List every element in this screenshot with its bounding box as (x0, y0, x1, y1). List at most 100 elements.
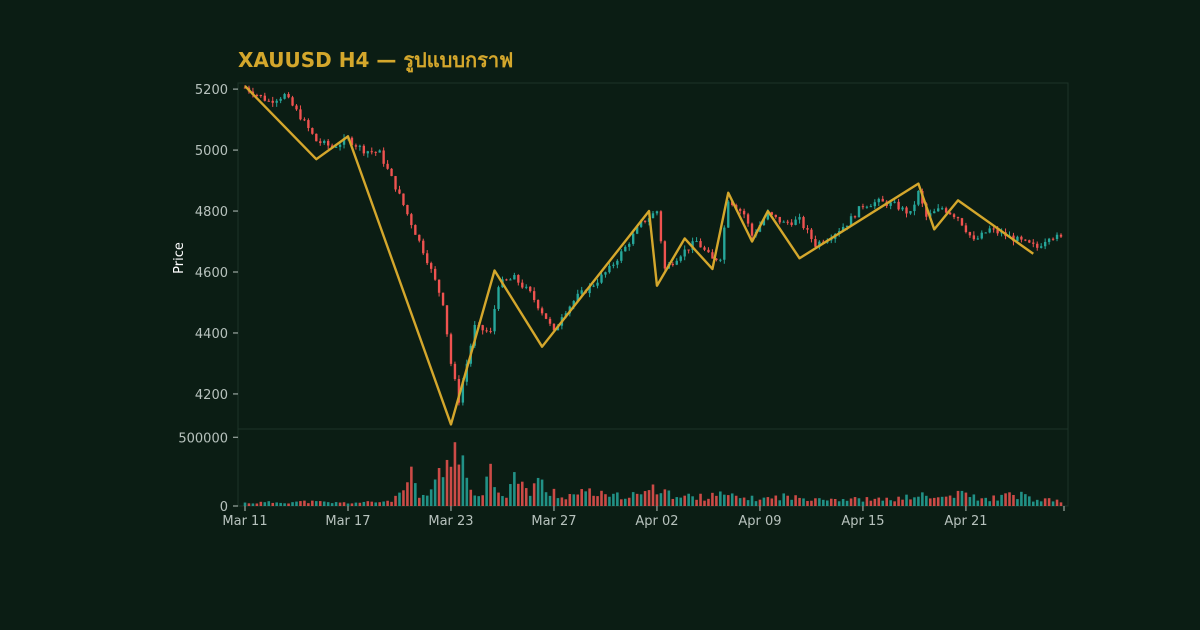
volume-bar (259, 501, 263, 506)
candle-body (338, 144, 342, 147)
volume-bar (711, 492, 714, 506)
volume-bar (350, 503, 354, 506)
candle-body (433, 268, 437, 280)
candle-body (291, 97, 294, 106)
volume-bar (675, 497, 679, 506)
candle-body (699, 241, 702, 248)
pattern-line (244, 85, 1034, 426)
candle-body (1020, 236, 1023, 240)
volume-bar (287, 503, 290, 506)
chart-title: XAUUSD H4 — รูปแบบกราฟ (238, 48, 514, 72)
candle-body (857, 206, 861, 218)
candle-body (984, 232, 987, 234)
candle-body (639, 220, 643, 227)
volume-bar (402, 490, 405, 506)
candle-body (715, 258, 718, 260)
candle-body (992, 228, 995, 230)
volume-bar (513, 472, 516, 506)
candle-body (628, 243, 631, 247)
price-tick-label: 4600 (195, 266, 228, 281)
candle-body (299, 109, 302, 120)
volume-bar (358, 502, 362, 506)
candle-body (243, 87, 247, 89)
volume-bar (996, 500, 999, 506)
candle-body (271, 100, 274, 103)
volume-bar (524, 488, 528, 506)
price-tick-label: 4800 (195, 205, 228, 220)
candle-body (770, 212, 774, 215)
candle-body (802, 217, 805, 229)
volume-bar (398, 492, 401, 506)
volume-bar (473, 495, 477, 506)
candle-body (390, 168, 393, 177)
candle-body (572, 301, 575, 307)
volume-bar (889, 500, 892, 506)
candle-body (873, 202, 877, 207)
volume-bar (691, 496, 694, 506)
volume-bar (913, 497, 916, 506)
volume-bar (564, 499, 568, 506)
candle-body (334, 146, 338, 148)
candle-body (453, 363, 457, 380)
volume-bar (623, 498, 627, 506)
volume-bar (346, 503, 350, 506)
volume-bar (841, 499, 845, 506)
candle-body (794, 219, 797, 225)
pattern (244, 85, 1034, 426)
candle-body (762, 219, 766, 226)
candle-body (972, 235, 976, 240)
candle-body (525, 286, 528, 288)
candle-body (964, 225, 968, 233)
volume-bar (881, 500, 885, 506)
volume-bar (988, 501, 991, 506)
volume-bar (469, 489, 473, 506)
candle-body (806, 228, 809, 230)
candle-body (683, 249, 686, 257)
candle-body (449, 334, 453, 364)
volume-bar (972, 494, 976, 506)
candle-body (881, 198, 884, 202)
volume-bar (303, 500, 306, 506)
volume-bar (370, 501, 374, 506)
candle-body (445, 305, 449, 335)
volume-bar (964, 492, 968, 506)
candle-body (774, 214, 777, 217)
date-tick-label: Apr 15 (841, 514, 884, 529)
volume-bar (631, 492, 635, 506)
volume-bar (449, 466, 453, 506)
volume-bar (627, 497, 631, 506)
candle-body (362, 145, 366, 154)
candle-body (944, 208, 948, 213)
candle-body (588, 285, 591, 294)
volume-bar (679, 497, 683, 506)
candle-body (303, 119, 306, 121)
volume-bar (560, 497, 564, 506)
candle-body (616, 260, 619, 265)
volume-bar (687, 493, 690, 506)
volume-bar (1031, 501, 1035, 506)
volume-bar (734, 495, 738, 506)
volume-bar (481, 495, 484, 506)
candle-body (354, 145, 358, 147)
volume-bar (659, 493, 663, 506)
candle-body (426, 253, 429, 264)
volume-bar (1004, 493, 1007, 506)
candle-body (414, 225, 417, 235)
candle-body (311, 128, 314, 134)
volume-bar (338, 502, 342, 506)
volume-bar (703, 500, 706, 506)
volume-bar (437, 468, 441, 506)
volume-bar (806, 500, 809, 506)
candle-body (366, 151, 369, 154)
candle-body (457, 379, 461, 403)
volume-bar (905, 494, 908, 506)
price-tick-label: 4200 (195, 388, 228, 403)
volume-bar (671, 498, 675, 506)
candle-body (798, 217, 801, 220)
candle-body (255, 94, 259, 96)
volume-bar (833, 498, 837, 506)
candle-body (742, 210, 746, 215)
candle-body (1051, 238, 1055, 240)
date-axis: Mar 11 Mar 17 Mar 23 Mar 27 Apr 02 Apr 09 Apr … (222, 506, 1065, 529)
volume-bar (362, 501, 366, 506)
